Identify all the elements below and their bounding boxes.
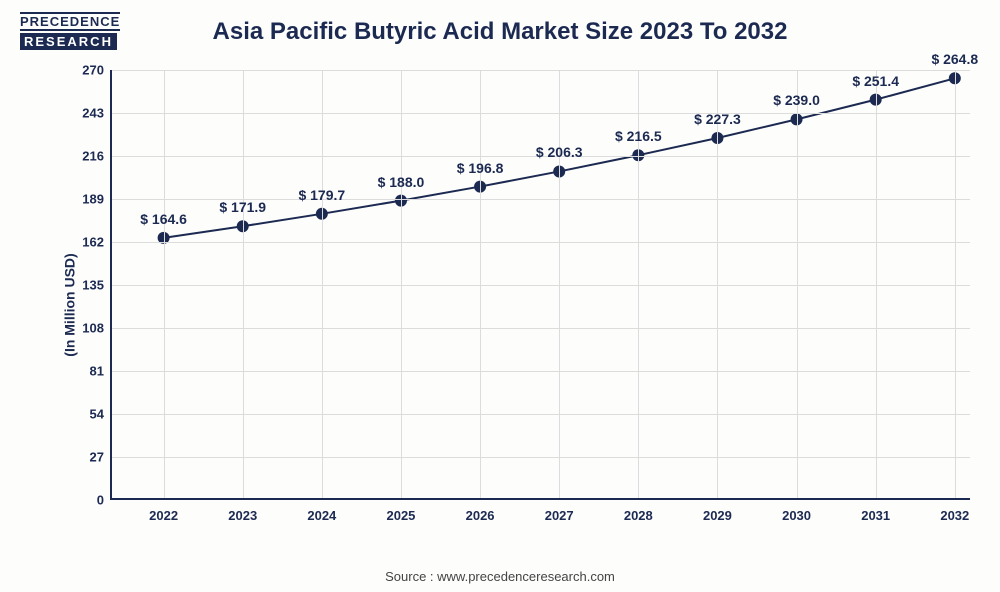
gridline-v <box>243 70 244 498</box>
gridline-h <box>112 70 970 71</box>
x-tick-label: 2022 <box>149 498 178 523</box>
y-tick-label: 54 <box>90 407 112 422</box>
line-plot-svg <box>112 70 970 498</box>
gridline-v <box>322 70 323 498</box>
y-tick-label: 189 <box>82 192 112 207</box>
gridline-h <box>112 328 970 329</box>
gridline-v <box>164 70 165 498</box>
data-label: $ 216.5 <box>615 128 662 144</box>
y-tick-label: 270 <box>82 63 112 78</box>
y-tick-label: 135 <box>82 278 112 293</box>
gridline-h <box>112 113 970 114</box>
y-tick-label: 27 <box>90 450 112 465</box>
y-axis-label: (In Million USD) <box>62 253 78 356</box>
gridline-h <box>112 414 970 415</box>
y-tick-label: 243 <box>82 106 112 121</box>
data-label: $ 251.4 <box>852 72 899 88</box>
data-label: $ 196.8 <box>457 159 504 175</box>
gridline-h <box>112 242 970 243</box>
gridline-v <box>559 70 560 498</box>
x-tick-label: 2032 <box>940 498 969 523</box>
x-tick-label: 2027 <box>545 498 574 523</box>
y-tick-label: 0 <box>97 493 112 508</box>
x-tick-label: 2029 <box>703 498 732 523</box>
plot-region: 0275481108135162189216243270202220232024… <box>110 70 970 500</box>
gridline-h <box>112 371 970 372</box>
data-label: $ 179.7 <box>298 187 345 203</box>
chart-title: Asia Pacific Butyric Acid Market Size 20… <box>0 18 1000 46</box>
source-caption: Source : www.precedenceresearch.com <box>0 569 1000 584</box>
y-tick-label: 216 <box>82 149 112 164</box>
x-tick-label: 2031 <box>861 498 890 523</box>
gridline-h <box>112 457 970 458</box>
data-label: $ 188.0 <box>378 173 425 189</box>
gridline-v <box>955 70 956 498</box>
data-label: $ 264.8 <box>931 51 978 67</box>
data-label: $ 227.3 <box>694 111 741 127</box>
y-tick-label: 81 <box>90 364 112 379</box>
gridline-v <box>797 70 798 498</box>
data-label: $ 171.9 <box>219 199 266 215</box>
y-tick-label: 108 <box>82 321 112 336</box>
data-label: $ 206.3 <box>536 144 583 160</box>
data-label: $ 239.0 <box>773 92 820 108</box>
data-label: $ 164.6 <box>140 211 187 227</box>
gridline-v <box>480 70 481 498</box>
chart-area: (In Million USD) 02754811081351621892162… <box>70 70 970 540</box>
x-tick-label: 2024 <box>307 498 336 523</box>
x-tick-label: 2030 <box>782 498 811 523</box>
gridline-v <box>401 70 402 498</box>
gridline-v <box>717 70 718 498</box>
gridline-v <box>876 70 877 498</box>
gridline-h <box>112 285 970 286</box>
y-tick-label: 162 <box>82 235 112 250</box>
x-tick-label: 2028 <box>624 498 653 523</box>
x-tick-label: 2026 <box>466 498 495 523</box>
x-tick-label: 2025 <box>386 498 415 523</box>
x-tick-label: 2023 <box>228 498 257 523</box>
